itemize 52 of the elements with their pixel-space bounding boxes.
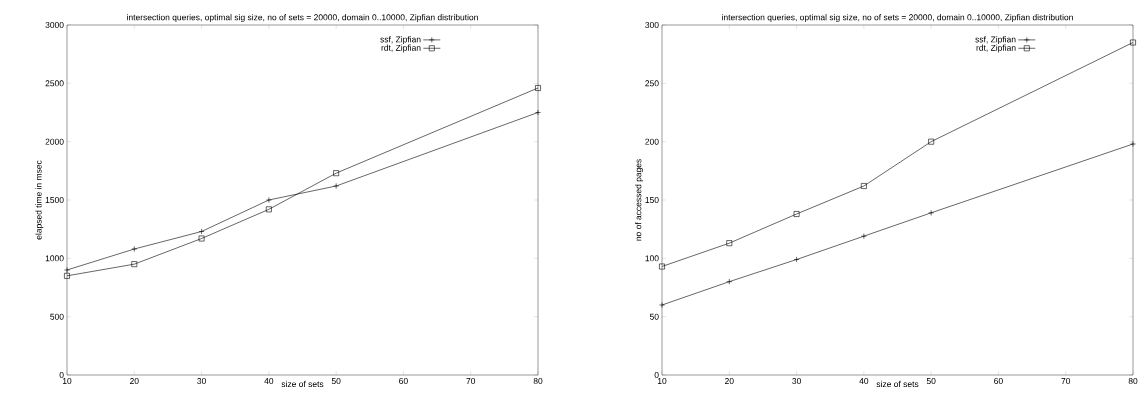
y-tick-label: 1500 [45,197,64,203]
x-axis-title: size of sets [876,380,919,388]
y-tick-label: 1000 [45,255,64,262]
x-tick-label: 30 [197,378,206,385]
x-tick-label: 80 [533,378,543,385]
y-tick-label: 3000 [45,22,64,28]
point [860,183,867,189]
x-tick-label: 40 [859,378,869,385]
y-tick-label: 2500 [45,80,64,87]
x-tick-label: 50 [926,378,936,385]
y-tick-label: 100 [645,255,659,262]
y-tick-label: 150 [645,197,659,203]
x-tick-label: 10 [657,378,667,385]
x-tick-label: 60 [994,378,1003,385]
y-axis-title: elapsed time in msec [35,160,44,240]
y-tick-label: 200 [645,138,659,145]
y-tick-label: 500 [50,313,64,320]
y-axis-title: no of accessed pages [635,159,644,241]
legend-label: ssf, Zipfian [380,36,421,45]
x-tick-label: 50 [331,378,341,385]
x-tick-label: 20 [725,378,734,385]
point [333,170,340,177]
legend-label: rdt, Zipfian [976,44,1016,53]
point [64,272,70,279]
x-axis-title: size of sets [281,380,324,388]
x-tick-label: 30 [792,378,801,385]
y-tick-label: 0 [654,372,659,378]
x-tick-label: 60 [399,378,408,385]
x-tick-label: 10 [62,378,72,385]
x-tick-label: 80 [1128,378,1138,385]
y-tick-label: 50 [649,313,659,320]
legend-label: rdt, Zipfian [381,44,421,53]
x-tick-label: 70 [466,378,476,385]
y-tick-label: 0 [59,372,64,378]
chart-title: intersection queries, optimal sig size, no of sets = 20000, domain 0..10000, Zipfian distribution [127,14,478,22]
point [265,206,272,213]
point [793,211,800,217]
point [535,85,541,91]
point [928,138,935,145]
y-tick-label: 300 [645,22,659,28]
chart-title: intersection queries, optimal sig size, no of sets = 20000, domain 0..10000, Zipfian distribution [722,14,1073,22]
point [659,263,665,270]
point [198,235,205,242]
legend-label: ssf, Zipfian [975,36,1016,45]
point [131,261,138,268]
y-tick-label: 250 [645,80,659,87]
point [1130,39,1136,46]
y-tick-label: 2000 [45,138,64,145]
x-tick-label: 20 [130,378,139,385]
point [726,240,733,247]
x-tick-label: 70 [1061,378,1071,385]
x-tick-label: 40 [264,378,274,385]
